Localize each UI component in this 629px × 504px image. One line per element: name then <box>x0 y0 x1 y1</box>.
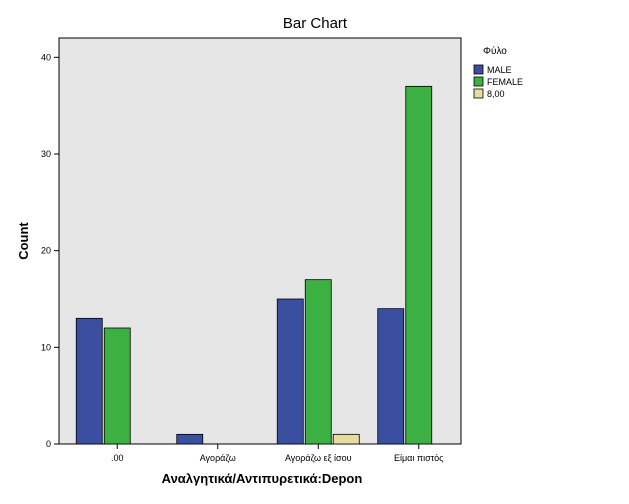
x-tick-label: Αγοράζω εξ ίσου <box>285 453 352 463</box>
bar-male-2 <box>276 298 304 445</box>
x-tick-label: .00 <box>111 453 124 463</box>
legend-label-0: MALE <box>487 65 512 75</box>
legend-title: Φύλο <box>483 45 507 57</box>
y-tick-label: 10 <box>41 342 51 352</box>
y-axis-label: Count <box>16 222 31 260</box>
legend-label-2: 8,00 <box>487 89 505 99</box>
bar-female-3 <box>405 85 433 445</box>
legend-swatch-2 <box>473 88 484 99</box>
x-tick-label: Είμαι πιστός <box>394 453 444 463</box>
legend: Φύλο MALE FEMALE 8,00 <box>473 45 523 99</box>
y-tick-label: 40 <box>41 52 51 62</box>
x-axis: .00 Αγοράζω Αγοράζω εξ ίσου Είμαι πιστός <box>111 444 444 463</box>
bar-female-2 <box>304 279 332 445</box>
bars-group <box>75 85 433 445</box>
y-tick-label: 0 <box>46 439 51 449</box>
y-tick-label: 30 <box>41 149 51 159</box>
chart-title: Bar Chart <box>283 15 348 32</box>
x-tick-label: Αγοράζω <box>200 453 236 463</box>
bar-male-0 <box>75 317 103 445</box>
x-axis-label: Αναλγητικά/Αντιπυρετικά:Depon <box>162 471 363 486</box>
y-axis: 0 10 20 30 40 <box>41 52 59 449</box>
legend-swatch-1 <box>473 76 484 87</box>
y-tick-label: 20 <box>41 246 51 256</box>
bar-male-3 <box>377 308 405 445</box>
legend-swatch-0 <box>473 64 484 75</box>
legend-label-1: FEMALE <box>487 77 523 87</box>
bar-male-1 <box>176 433 204 445</box>
bar-8-00-2 <box>332 433 360 445</box>
bar-female-0 <box>103 327 131 445</box>
